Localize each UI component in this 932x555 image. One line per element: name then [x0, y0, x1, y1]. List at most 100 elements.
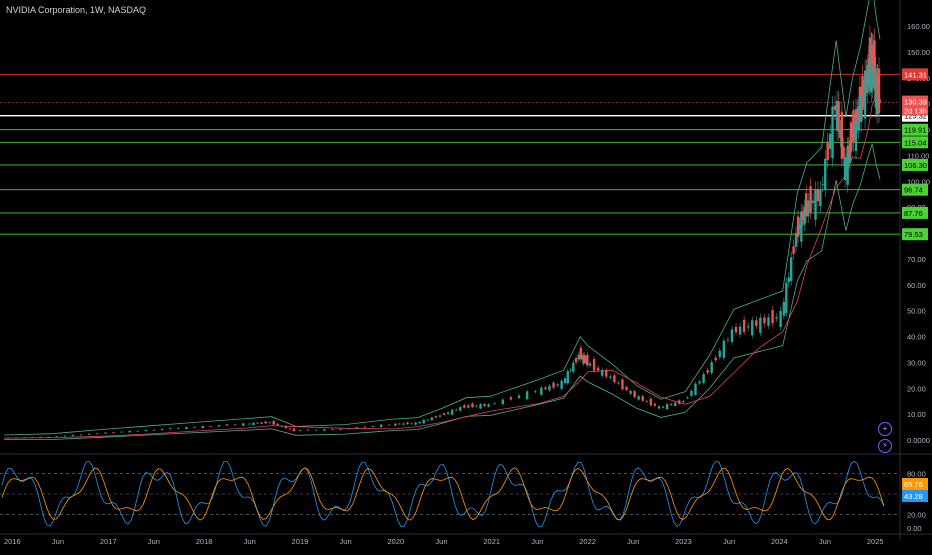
candle-body: [588, 363, 592, 366]
candle-body: [698, 381, 701, 384]
candle-body: [450, 409, 454, 415]
candle-body: [544, 387, 547, 390]
candle-body: [454, 409, 458, 411]
candle-body: [459, 407, 462, 411]
candle-body: [394, 423, 397, 426]
candle-body: [347, 428, 350, 430]
price-tick-label: 20.00: [907, 384, 926, 393]
candle-body: [556, 384, 559, 386]
candle-body: [792, 246, 795, 254]
candle-body: [657, 406, 661, 409]
candle-body: [641, 396, 644, 401]
time-tick-label: Jun: [819, 537, 831, 546]
candle-body: [23, 437, 26, 439]
price-tick-label: 70.00: [907, 255, 926, 264]
candle-body: [438, 415, 442, 417]
stoch-d-line: [1, 467, 885, 521]
candle-body: [877, 68, 881, 114]
price-tick-label: 10.00: [907, 410, 926, 419]
lightning-icon[interactable]: ⚡: [878, 439, 892, 453]
candle-body: [582, 355, 585, 364]
candle-body: [487, 404, 490, 407]
candle-body: [577, 354, 581, 360]
candle-body: [609, 376, 612, 378]
chart-title: NVIDIA Corporation, 1W, NASDAQ: [6, 5, 147, 15]
candle-body: [63, 435, 67, 437]
candle-body: [592, 358, 596, 371]
candle-body: [315, 429, 318, 431]
candle-body: [862, 90, 865, 97]
candle-body: [803, 206, 806, 225]
candle-body: [730, 329, 734, 342]
candle-body: [710, 362, 713, 373]
candle-body: [225, 424, 229, 426]
candle-body: [446, 412, 450, 414]
candle-body: [600, 369, 604, 376]
candle-body: [160, 428, 164, 431]
candle-body: [690, 390, 693, 397]
candle-body: [569, 370, 572, 371]
candle-body: [471, 403, 474, 408]
candle-body: [682, 401, 685, 403]
candle-body: [442, 413, 446, 415]
candle-body: [775, 317, 778, 319]
candle-body: [866, 65, 869, 94]
candle-body: [637, 396, 640, 400]
candle-body: [586, 354, 589, 366]
candle-body: [288, 428, 292, 430]
candle-body: [859, 96, 863, 123]
time-tick-label: 2019: [292, 537, 309, 546]
candle-body: [706, 370, 709, 373]
candle-body: [794, 233, 798, 247]
time-tick-label: Jun: [627, 537, 639, 546]
zoom-in-icon[interactable]: +: [878, 422, 892, 436]
candle-body: [833, 105, 837, 111]
candle-body: [649, 398, 653, 406]
candle-body: [501, 399, 505, 405]
candle-body: [467, 405, 470, 408]
candle-body: [566, 371, 570, 384]
candle-body: [873, 40, 876, 90]
candle-body: [363, 426, 367, 428]
time-tick-label: Jun: [244, 537, 256, 546]
candle-body: [169, 428, 172, 430]
candle-body: [39, 437, 42, 438]
candle-body: [242, 423, 245, 426]
candle-body: [801, 211, 805, 221]
last-price-text: 130.39: [904, 98, 927, 107]
candle-body: [534, 391, 537, 393]
candle-body: [814, 188, 817, 220]
candle-body: [726, 339, 730, 341]
candle-body: [853, 126, 856, 131]
candle-body: [479, 404, 482, 409]
candle-body: [767, 317, 770, 326]
candle-body: [816, 188, 820, 202]
candle-body: [645, 401, 649, 402]
level-badge: [902, 136, 928, 149]
time-tick-label: 2021: [483, 537, 500, 546]
candle-body: [426, 419, 430, 421]
candle-body: [821, 184, 825, 185]
candle-body: [807, 200, 810, 217]
time-tick-label: Jun: [435, 537, 447, 546]
candle-body: [264, 421, 267, 424]
time-tick-label: 2016: [4, 537, 21, 546]
candle-body: [755, 320, 758, 326]
candle-body: [796, 216, 800, 237]
candle-body: [852, 110, 855, 143]
candle-body: [422, 419, 425, 424]
candle-body: [870, 44, 873, 93]
time-tick-label: Jun: [148, 537, 160, 546]
candle-body: [96, 433, 99, 435]
price-tick-label: 160.00: [907, 22, 930, 31]
stoch-d-badge: [902, 490, 928, 502]
price-tick-label: 150.00: [907, 48, 930, 57]
time-tick-label: Jun: [52, 537, 64, 546]
candle-body: [493, 403, 496, 405]
candle-body: [746, 326, 750, 328]
candle-body: [857, 106, 860, 131]
candle-body: [355, 427, 359, 429]
candle-body: [751, 320, 754, 336]
candle-body: [379, 424, 383, 428]
